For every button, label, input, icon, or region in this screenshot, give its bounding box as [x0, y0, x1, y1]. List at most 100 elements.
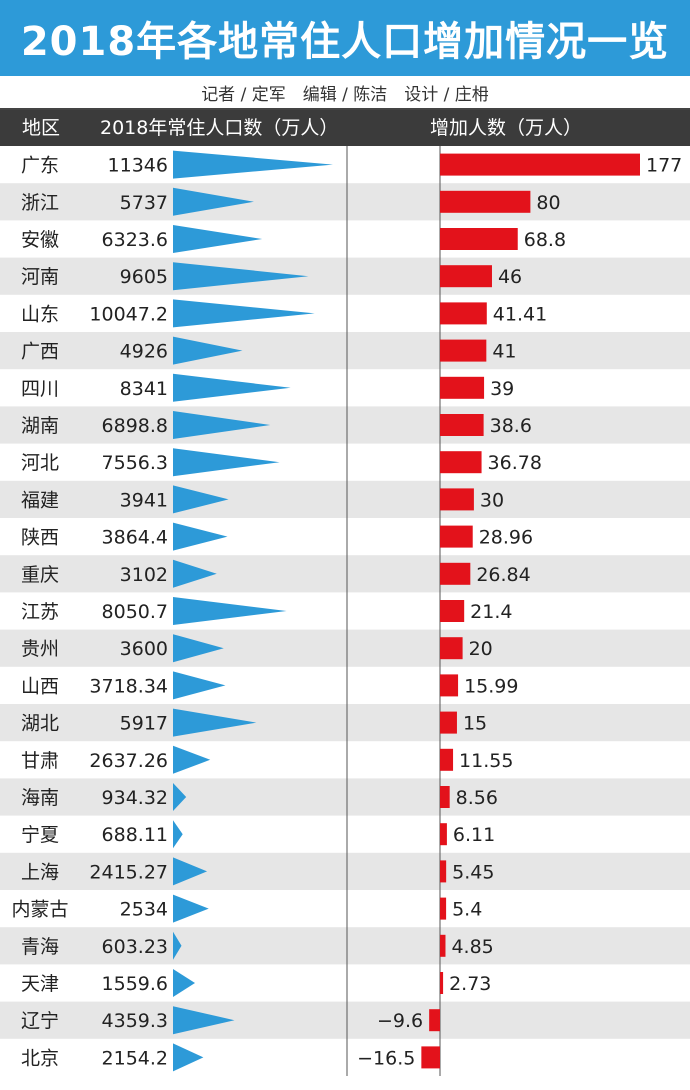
region-label: 重庆 [21, 564, 59, 586]
header-increase: 增加人数（万人） [430, 117, 583, 139]
population-triangle [173, 299, 315, 328]
increase-bar [440, 228, 518, 250]
row-stripe [0, 927, 690, 965]
increase-bar [440, 451, 482, 474]
population-value: 5737 [120, 192, 168, 214]
population-value: 9605 [120, 266, 168, 288]
increase-value: 15 [463, 713, 487, 735]
increase-value: 15.99 [464, 675, 518, 697]
increase-value: 80 [536, 192, 560, 214]
population-value: 688.11 [102, 824, 168, 846]
population-triangle [173, 634, 224, 663]
region-label: 广西 [21, 341, 59, 363]
row-stripe [0, 704, 690, 742]
population-value: 4359.3 [102, 1010, 168, 1032]
region-label: 湖南 [21, 415, 59, 437]
population-value: 5917 [120, 713, 168, 735]
population-triangle [173, 522, 228, 551]
chart-area: 广东 11346 177 浙江 5737 80 安徽 6323.6 68.8 河南 9605 46 山东… [0, 146, 690, 1076]
population-triangle [173, 783, 187, 811]
increase-bar [440, 786, 450, 808]
increase-bar [440, 860, 447, 883]
region-label: 海南 [21, 787, 59, 809]
population-value: 2534 [120, 899, 168, 921]
row-stripe [0, 183, 690, 221]
header-population: 2018年常住人口数（万人） [100, 117, 339, 139]
row-stripe [0, 778, 690, 816]
region-label: 安徽 [21, 229, 59, 251]
table-header: 地区 2018年常住人口数（万人） 增加人数（万人） [0, 110, 690, 146]
increase-bar [440, 414, 484, 436]
row-stripe [0, 555, 690, 593]
population-triangle [173, 671, 226, 700]
region-label: 浙江 [21, 192, 59, 214]
row-stripe [0, 852, 690, 890]
region-label: 甘肃 [21, 750, 59, 772]
increase-value: 41 [492, 341, 516, 363]
credits: 记者 / 定军 编辑 / 陈洁 设计 / 庄枏 [0, 76, 690, 110]
region-label: 天津 [21, 973, 59, 995]
region-label: 湖北 [21, 713, 59, 735]
increase-value: 5.4 [452, 899, 482, 921]
row-stripe [0, 629, 690, 667]
increase-value: 8.56 [456, 787, 498, 809]
increase-bar [440, 153, 640, 176]
region-label: 宁夏 [21, 824, 59, 846]
increase-bar [440, 934, 446, 957]
population-triangle [173, 857, 208, 886]
region-label: 陕西 [21, 527, 59, 549]
increase-bar [440, 897, 447, 920]
population-value: 3718.34 [89, 675, 168, 697]
population-value: 3864.4 [102, 527, 168, 549]
increase-bar [440, 823, 447, 846]
increase-bar [440, 488, 474, 511]
increase-value: 30 [480, 489, 504, 511]
population-triangle [173, 931, 182, 960]
row-stripe [0, 406, 690, 444]
increase-bar [440, 376, 485, 399]
increase-value: 36.78 [488, 452, 542, 474]
population-value: 6898.8 [102, 415, 168, 437]
population-value: 3102 [120, 564, 168, 586]
increase-value: 68.8 [524, 229, 566, 251]
increase-bar [440, 302, 487, 325]
region-label: 贵州 [21, 638, 59, 660]
population-triangle [173, 559, 217, 588]
population-triangle [173, 225, 263, 253]
increase-bar [440, 674, 459, 697]
population-triangle [173, 1043, 204, 1072]
population-value: 11346 [108, 155, 168, 177]
population-value: 3600 [120, 638, 168, 660]
region-label: 上海 [21, 861, 59, 883]
region-label: 福建 [21, 489, 59, 511]
population-value: 1559.6 [102, 973, 168, 995]
population-triangle [173, 820, 183, 849]
increase-value: 20 [469, 638, 493, 660]
population-value: 2637.26 [89, 750, 168, 772]
increase-bar [429, 1009, 440, 1032]
region-label: 河北 [21, 452, 59, 474]
row-stripe [0, 480, 690, 518]
increase-value: 26.84 [476, 564, 530, 586]
increase-value: 38.6 [490, 415, 532, 437]
population-triangle [173, 336, 243, 365]
population-triangle [173, 262, 309, 291]
region-label: 四川 [21, 378, 59, 400]
population-value: 2415.27 [89, 861, 168, 883]
region-label: 广东 [21, 155, 59, 177]
increase-bar [440, 600, 465, 622]
population-value: 8050.7 [102, 601, 168, 623]
population-triangle [173, 708, 257, 737]
region-label: 山西 [21, 675, 59, 697]
row-stripe [0, 257, 690, 295]
increase-bar [440, 265, 492, 288]
increase-value: −9.6 [377, 1010, 423, 1032]
increase-value: 6.11 [453, 824, 495, 846]
population-value: 6323.6 [102, 229, 168, 251]
population-triangle [173, 150, 333, 179]
population-value: 3941 [120, 489, 168, 511]
increase-value: 5.45 [452, 861, 494, 883]
population-triangle [173, 411, 271, 439]
increase-bar [440, 972, 444, 994]
increase-value: 11.55 [459, 750, 513, 772]
